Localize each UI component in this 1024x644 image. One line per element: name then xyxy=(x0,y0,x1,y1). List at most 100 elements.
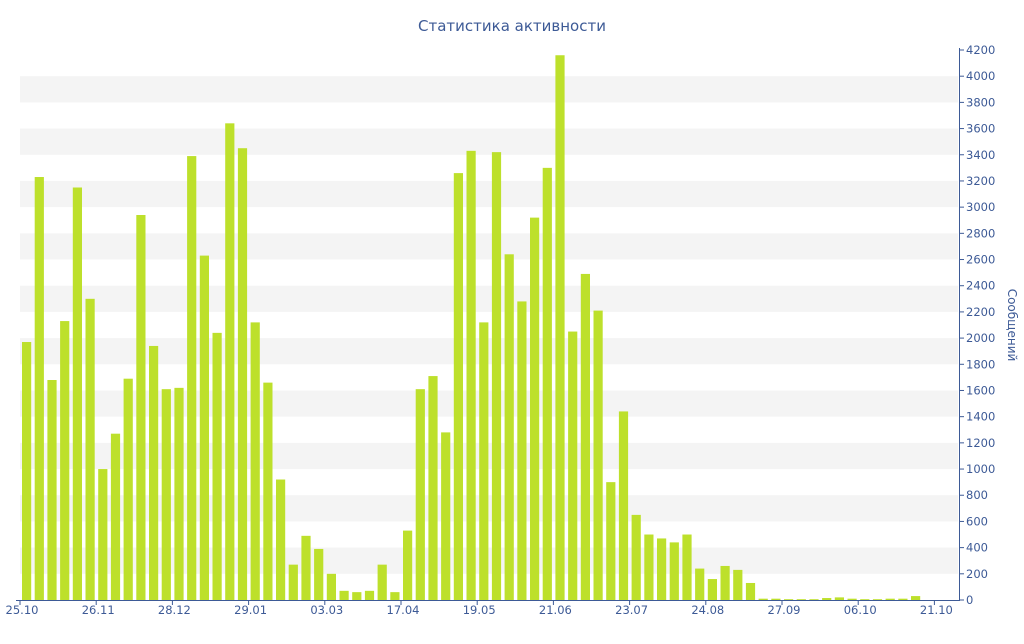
bar xyxy=(847,598,857,600)
bar xyxy=(301,535,311,600)
bar xyxy=(187,156,197,600)
bar xyxy=(872,599,883,600)
bar xyxy=(822,598,832,600)
bar xyxy=(364,590,375,600)
x-tick-label: 17.04 xyxy=(387,603,420,617)
y-tick-label: 3600 xyxy=(966,122,995,136)
bar xyxy=(288,564,298,600)
bar xyxy=(415,389,425,600)
bar xyxy=(123,378,133,600)
bar xyxy=(682,534,692,600)
y-tick-label: 600 xyxy=(966,514,988,528)
bar xyxy=(34,177,44,600)
bar xyxy=(199,255,209,600)
y-tick-label: 400 xyxy=(966,541,988,555)
grid-band xyxy=(20,76,958,103)
bar xyxy=(479,322,489,600)
grid-band xyxy=(20,285,958,312)
bar xyxy=(669,542,679,600)
bar xyxy=(580,273,590,600)
grid-band xyxy=(20,233,958,260)
bar xyxy=(758,598,768,600)
bar xyxy=(720,565,730,600)
grid-band xyxy=(20,495,958,522)
bar xyxy=(98,469,108,600)
bar xyxy=(771,598,781,600)
bar xyxy=(834,597,844,600)
bar xyxy=(504,254,514,601)
y-tick-label: 1800 xyxy=(966,357,995,371)
bar xyxy=(314,548,324,600)
bar xyxy=(377,564,387,600)
bar xyxy=(542,167,552,601)
bars-group xyxy=(22,55,921,601)
x-tick-label: 29.01 xyxy=(234,603,267,617)
bar xyxy=(390,592,400,600)
x-tick-label: 21.10 xyxy=(920,603,953,617)
bar xyxy=(263,382,273,600)
bar xyxy=(631,514,641,600)
bar xyxy=(339,590,349,600)
x-tick-label: 25.10 xyxy=(6,603,39,617)
bar xyxy=(453,173,463,600)
bar xyxy=(618,411,629,600)
bar xyxy=(326,573,336,600)
bar xyxy=(568,331,578,600)
grid-band xyxy=(20,180,958,208)
grid-band xyxy=(20,547,958,574)
bar xyxy=(860,599,870,600)
x-tick-label: 27.09 xyxy=(768,603,801,617)
bar xyxy=(593,310,603,600)
y-tick-label: 2000 xyxy=(966,331,995,345)
x-tick-label: 21.06 xyxy=(539,603,572,617)
grid-band xyxy=(20,128,958,155)
bar xyxy=(911,596,921,600)
axes: 0 200 400 600 800 1000 1200 1400 1600 1800 2000 220… xyxy=(6,43,996,617)
y-tick-label: 1400 xyxy=(966,410,995,424)
bar xyxy=(276,479,286,600)
y-axis-title: Сообщений xyxy=(1005,289,1019,362)
bar xyxy=(47,380,57,600)
bar xyxy=(885,598,895,600)
bar xyxy=(606,482,616,600)
bar xyxy=(796,599,806,600)
bar xyxy=(110,433,121,600)
bar xyxy=(745,582,756,600)
bar xyxy=(428,376,438,600)
bar xyxy=(149,345,159,600)
bar xyxy=(225,123,235,600)
bar xyxy=(441,432,451,600)
x-tick-label: 24.08 xyxy=(691,603,724,617)
bar xyxy=(237,148,248,600)
bar xyxy=(491,152,502,600)
y-tick-label: 3800 xyxy=(966,95,995,109)
x-tick-label: 03.03 xyxy=(310,603,343,617)
bar xyxy=(784,599,794,600)
y-tick-label: 2200 xyxy=(966,305,995,319)
y-tick-label: 2400 xyxy=(966,279,995,293)
grid-band xyxy=(20,338,958,365)
y-tick-label: 2800 xyxy=(966,226,995,240)
y-tick-label: 0 xyxy=(966,593,973,607)
grid-band xyxy=(20,390,958,417)
bar xyxy=(136,215,146,600)
bar xyxy=(72,187,82,600)
grid-bands xyxy=(20,76,958,574)
x-tick-label: 26.11 xyxy=(82,603,115,617)
x-tick-label: 28.12 xyxy=(158,603,191,617)
bar xyxy=(250,322,260,600)
bar xyxy=(212,332,222,600)
y-tick-label: 1200 xyxy=(966,436,995,450)
bar xyxy=(60,321,70,600)
y-tick-label: 4200 xyxy=(966,43,995,57)
bar xyxy=(809,599,819,600)
y-tick-label: 2600 xyxy=(966,253,995,267)
chart-title: Статистика активности xyxy=(418,17,606,35)
bar xyxy=(352,592,362,600)
y-tick-label: 4000 xyxy=(966,69,995,83)
bar xyxy=(530,217,540,600)
bar xyxy=(644,534,654,600)
bar xyxy=(733,569,743,600)
